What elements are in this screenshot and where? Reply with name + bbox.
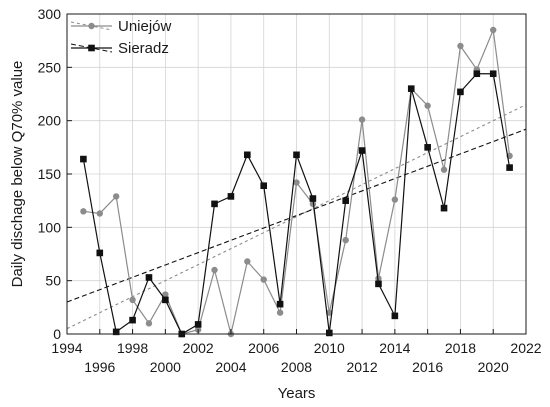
data-point: [375, 275, 382, 282]
y-tick-label: 300: [38, 6, 62, 22]
data-point: [506, 164, 513, 171]
y-tick-label: 50: [45, 273, 61, 289]
data-point: [162, 296, 169, 304]
series: [80, 26, 513, 338]
data-point: [293, 151, 300, 159]
y-axis-ticks: 0 50 100 150 200 250 300: [38, 6, 72, 342]
data-point: [162, 291, 169, 298]
data-point: [244, 258, 251, 265]
data-point: [473, 70, 481, 78]
data-point: [80, 208, 87, 215]
grid: [66, 13, 527, 335]
y-tick-label: 0: [53, 326, 61, 342]
y-tick-label: 200: [38, 113, 62, 129]
data-point: [326, 309, 333, 316]
data-point: [391, 312, 399, 320]
x-tick-label: 2016: [412, 359, 443, 375]
data-point: [80, 155, 87, 163]
data-point: [260, 182, 268, 190]
x-tick-label: 1998: [117, 340, 148, 356]
legend-label: Sieradz: [118, 40, 169, 57]
data-point: [211, 200, 218, 208]
x-tick-label: 2012: [346, 359, 377, 375]
data-point: [309, 200, 317, 208]
data-point: [276, 300, 284, 308]
legend-marker: [88, 22, 95, 30]
x-tick-label: 2010: [314, 340, 345, 356]
data-point: [260, 276, 267, 283]
y-tick-label: 150: [38, 166, 62, 182]
x-tick-label: 1996: [84, 359, 115, 375]
legend: Uniejów Sieradz: [70, 18, 172, 57]
data-point: [145, 320, 153, 327]
x-tick-label: 2002: [183, 340, 214, 356]
x-tick-label: 2018: [445, 340, 476, 356]
data-point: [375, 280, 382, 288]
data-point: [440, 166, 448, 173]
data-point: [424, 102, 431, 109]
x-tick-label: 2000: [150, 359, 181, 375]
x-axis-label: Years: [278, 385, 316, 402]
data-point: [457, 42, 464, 50]
x-tick-label: 2004: [215, 359, 246, 375]
data-point: [211, 266, 218, 274]
data-point: [96, 249, 104, 257]
y-tick-label: 100: [38, 219, 62, 235]
x-tick-label: 2020: [478, 359, 509, 375]
data-point: [194, 321, 202, 328]
data-point: [112, 328, 120, 336]
legend-marker: [88, 44, 95, 52]
x-tick-label: 1994: [51, 340, 82, 356]
data-point: [457, 88, 464, 96]
trend-line: [66, 128, 527, 303]
x-tick-label: 2014: [379, 340, 410, 356]
data-point: [309, 195, 317, 202]
data-point: [145, 274, 153, 281]
data-point: [407, 85, 415, 92]
data-point: [342, 236, 349, 244]
x-tick-label: 2008: [281, 359, 312, 375]
x-tick-label: 2022: [510, 340, 541, 356]
x-tick-label: 2006: [248, 340, 279, 356]
data-point: [358, 116, 366, 123]
data-point: [490, 26, 497, 34]
data-point: [342, 197, 349, 204]
data-point: [424, 144, 431, 151]
data-point: [129, 316, 136, 324]
data-point: [489, 70, 497, 78]
y-axis-label: Daily dischage below Q70% value: [9, 61, 26, 288]
data-point: [244, 151, 251, 159]
x-axis-ticks: 1994 1998 2002 2006 2010 2014 2018 2022 1996 2000…: [51, 329, 542, 375]
data-point: [358, 147, 366, 154]
data-point: [112, 193, 120, 200]
data-point: [440, 204, 448, 212]
data-point: [227, 193, 235, 200]
data-point: [276, 309, 284, 316]
data-point: [129, 296, 136, 304]
y-tick-label: 250: [38, 59, 62, 75]
data-point: [96, 210, 103, 217]
data-point: [391, 196, 399, 203]
data-point: [293, 179, 300, 186]
legend-label: Uniejów: [118, 18, 172, 35]
